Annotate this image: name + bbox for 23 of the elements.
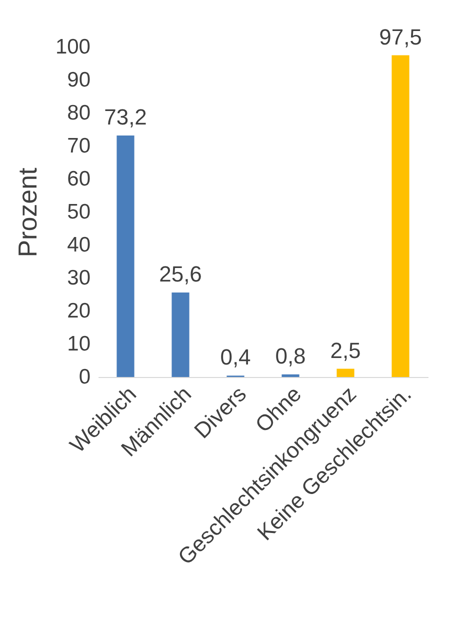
data-label: 97,5 — [379, 24, 422, 50]
bar — [282, 374, 300, 377]
data-label: 25,6 — [159, 262, 202, 287]
bar — [116, 135, 134, 377]
y-tick-label: 40 — [67, 234, 90, 256]
y-axis-title: Prozent — [12, 166, 42, 258]
data-label: 0,8 — [275, 343, 306, 368]
data-label: 73,2 — [104, 104, 147, 130]
y-tick-label: 70 — [67, 134, 90, 158]
data-label: 0,4 — [220, 344, 251, 370]
y-tick-label: 100 — [55, 36, 90, 58]
y-tick-label: 80 — [67, 102, 90, 124]
bar — [172, 292, 190, 377]
y-tick-label: 20 — [67, 300, 90, 322]
y-tick-label: 30 — [67, 266, 90, 290]
data-label: 2,5 — [330, 338, 361, 363]
y-tick-label: 0 — [78, 366, 90, 388]
y-tick-label: 50 — [67, 200, 90, 224]
y-tick-label: 90 — [67, 68, 90, 92]
bar — [336, 368, 354, 377]
y-tick-label: 10 — [67, 332, 90, 356]
y-tick-label: 60 — [67, 168, 90, 190]
bar — [392, 55, 410, 377]
